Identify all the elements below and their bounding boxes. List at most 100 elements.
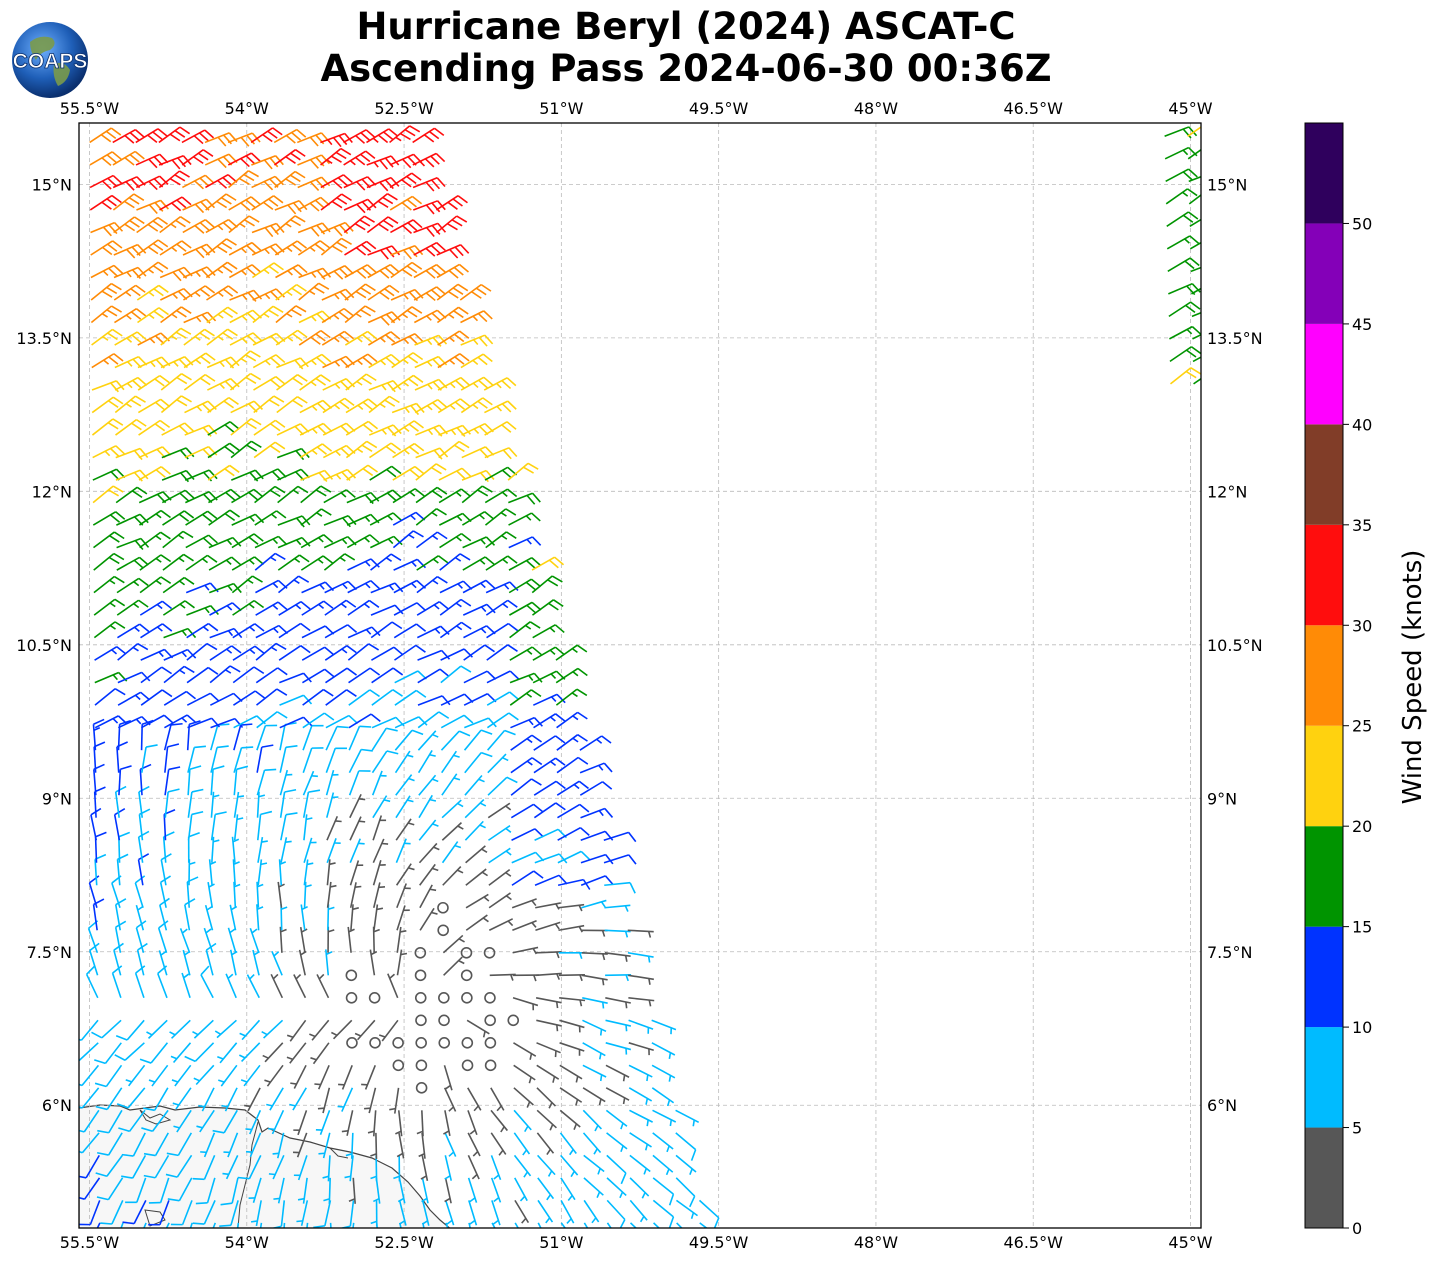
wind-barb	[488, 847, 512, 864]
wind-barb	[534, 874, 568, 886]
wind-barb	[173, 1109, 192, 1133]
wind-barb	[326, 816, 342, 841]
wind-barb	[248, 1177, 262, 1203]
wind-barb	[370, 1155, 378, 1182]
coast-detail	[144, 1209, 166, 1227]
wind-barb	[254, 535, 288, 549]
wind-barb	[138, 509, 171, 526]
wind-barb	[465, 845, 488, 864]
wind-barb	[348, 748, 373, 774]
wind-barb	[89, 151, 122, 166]
wind-barb	[273, 1177, 285, 1204]
wind-barb	[349, 816, 366, 841]
wind-barb	[326, 838, 341, 864]
wind-barb	[218, 1064, 238, 1087]
wind-barb	[372, 815, 387, 841]
wind-barb	[206, 285, 239, 301]
wind-barb	[441, 799, 464, 819]
wind-barb	[603, 854, 637, 865]
wind-barb	[555, 667, 588, 684]
wind-barb	[293, 1155, 308, 1181]
wind-barb	[325, 769, 339, 796]
wind-barb	[161, 469, 195, 483]
wind-barb	[146, 1019, 168, 1039]
colorbar-tick-label: 0	[1352, 1219, 1362, 1238]
wind-barb	[375, 1222, 378, 1228]
wind-barb	[326, 881, 337, 908]
wind-barb	[309, 1019, 330, 1041]
wind-barb	[112, 193, 145, 211]
wind-barb	[535, 972, 562, 980]
wind-barb	[160, 306, 192, 324]
wind-barb	[324, 599, 357, 616]
wind-barb	[139, 1042, 169, 1064]
wind-barb	[437, 330, 470, 346]
wind-barb	[629, 1199, 648, 1223]
wind-barb	[437, 353, 470, 369]
wind-barb	[511, 898, 537, 909]
wind-barb	[210, 717, 244, 729]
wind-barb	[252, 305, 284, 324]
wind-barb	[345, 353, 378, 369]
wind-barb	[531, 599, 564, 616]
wind-barb	[274, 215, 306, 234]
wind-barb	[331, 1019, 353, 1040]
wind-barb	[208, 488, 241, 504]
wind-barb	[79, 1132, 100, 1154]
wind-barb	[114, 920, 127, 953]
wind-barb	[325, 792, 339, 818]
wind-barb	[348, 689, 380, 706]
wind-barb	[557, 826, 590, 841]
wind-barb	[121, 1154, 147, 1179]
wind-barb	[628, 1042, 654, 1056]
wind-barb	[344, 264, 377, 279]
wind-barb	[198, 1087, 215, 1112]
wind-barb	[114, 331, 147, 346]
wind-barb	[532, 624, 565, 639]
wind-barb	[391, 420, 424, 436]
wind-barb	[286, 1019, 307, 1042]
wind-barb	[254, 510, 287, 526]
wind-barb	[558, 951, 585, 960]
wind-barb	[1187, 148, 1201, 160]
wind-barb	[271, 951, 283, 976]
wind-barb	[417, 711, 450, 729]
wind-barb	[217, 1042, 238, 1064]
wind-barb	[468, 1222, 471, 1228]
wind-barb	[93, 531, 125, 549]
wind-barb	[317, 1087, 331, 1114]
wind-barb	[122, 1200, 147, 1225]
wind-barb	[536, 1042, 561, 1058]
wind-barb	[114, 308, 147, 324]
wind-barb	[184, 1042, 215, 1063]
wind-barb	[366, 128, 399, 144]
wind-barb	[268, 1155, 285, 1180]
wind-barb	[120, 1222, 124, 1228]
wind-barb	[231, 488, 264, 504]
wind-barb	[444, 1155, 453, 1181]
wind-barb	[220, 1177, 239, 1206]
wind-barb	[606, 1199, 626, 1228]
wind-barb	[205, 238, 237, 256]
wind-barb	[325, 747, 347, 773]
wind-barb	[444, 1177, 452, 1204]
wind-barb	[326, 859, 336, 886]
wind-barb	[463, 644, 495, 661]
colorbar-bin	[1305, 926, 1343, 1028]
wind-barb	[490, 1132, 507, 1156]
wind-barb	[371, 770, 387, 796]
wind-barb	[559, 1109, 581, 1130]
wind-barb	[91, 418, 124, 436]
wind-barb	[118, 1109, 146, 1133]
wind-barb	[369, 465, 402, 481]
wind-barb	[322, 444, 356, 459]
wind-barb	[162, 600, 195, 616]
wind-barb	[416, 555, 449, 571]
wind-barb	[1168, 301, 1201, 318]
wind-barb	[418, 819, 439, 841]
wind-barb	[206, 328, 238, 346]
wind-barb	[675, 1109, 700, 1127]
wind-barb	[418, 774, 439, 796]
wind-barb	[138, 466, 171, 481]
wind-barb	[116, 577, 149, 594]
